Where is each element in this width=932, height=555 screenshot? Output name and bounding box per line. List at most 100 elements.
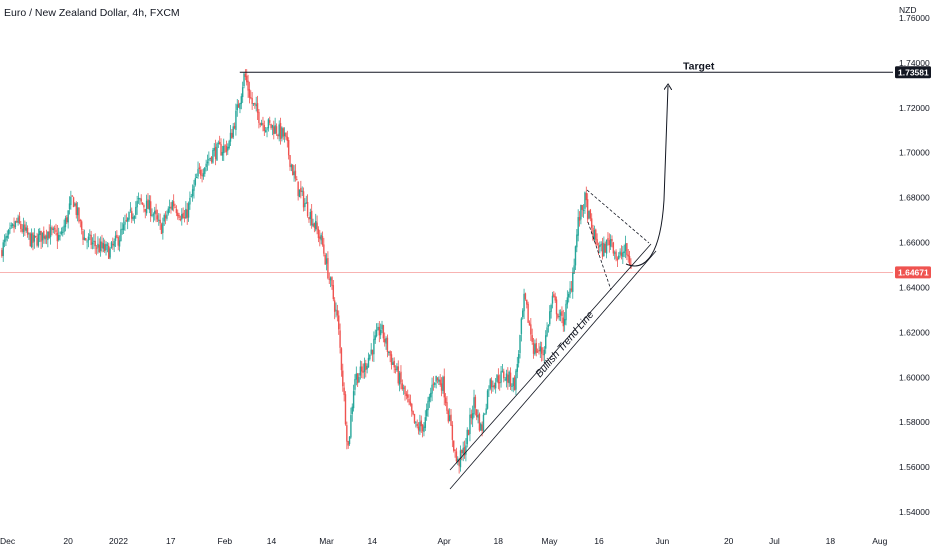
candle [582, 204, 585, 218]
candle [596, 233, 598, 246]
candle [44, 234, 46, 244]
candle [328, 272, 330, 285]
candle [212, 147, 214, 164]
candle [82, 228, 84, 245]
target-price-badge: 1.73581 [895, 66, 931, 79]
candle [21, 223, 23, 234]
candle [87, 233, 90, 248]
candle [29, 232, 31, 247]
candle [524, 292, 527, 301]
candle [181, 208, 183, 226]
candle [549, 305, 551, 327]
candle [59, 231, 61, 241]
candle [305, 195, 307, 204]
candle [52, 226, 54, 234]
candle [271, 124, 274, 136]
candle [47, 231, 49, 248]
candle [366, 363, 368, 374]
candle [201, 169, 203, 183]
candle [285, 132, 287, 140]
projection-arrow[interactable] [625, 86, 668, 267]
wedge-upper[interactable] [586, 189, 650, 244]
candle [392, 357, 394, 365]
candle [319, 230, 321, 247]
candle [351, 403, 353, 422]
candle [175, 205, 178, 217]
y-tick-label: 1.64000 [899, 282, 930, 292]
candle [482, 412, 485, 433]
candle [317, 226, 320, 243]
candle [28, 232, 30, 240]
candle [443, 368, 445, 406]
candle [129, 202, 132, 213]
candle [513, 375, 516, 391]
candle [227, 143, 229, 155]
candle [57, 227, 60, 242]
candle [574, 245, 577, 270]
candle [455, 447, 458, 464]
candle [182, 207, 184, 219]
candle [592, 224, 594, 242]
candle [86, 239, 88, 250]
candle [624, 235, 627, 259]
candle [95, 244, 98, 256]
x-tick-label: Feb [218, 536, 233, 546]
candle [570, 281, 573, 293]
candle [72, 196, 75, 208]
candle [325, 253, 328, 271]
candle [220, 138, 222, 156]
candle [144, 208, 146, 219]
x-tick-label: Mar [319, 536, 334, 546]
candle [553, 291, 555, 298]
candle [239, 102, 241, 114]
candle [393, 357, 395, 374]
candle [247, 74, 249, 98]
candle [145, 194, 148, 216]
candle [561, 306, 563, 324]
wedge-lower[interactable] [587, 221, 612, 291]
candle [105, 241, 107, 256]
candle [140, 194, 142, 205]
candle [143, 203, 145, 213]
candle [37, 228, 40, 248]
candle [557, 313, 559, 320]
candle [189, 191, 191, 210]
candle [400, 365, 402, 390]
candle [156, 209, 159, 223]
candle [302, 187, 305, 212]
candle [628, 250, 631, 266]
candle [162, 217, 164, 240]
candle [124, 214, 126, 231]
trendline-lower[interactable] [449, 250, 657, 490]
candle [543, 346, 546, 362]
x-tick-label: 2022 [109, 536, 128, 546]
candle [289, 155, 291, 171]
candle [500, 365, 502, 388]
candle [152, 212, 155, 223]
candle [428, 393, 431, 408]
candle [214, 139, 217, 166]
candle [565, 300, 567, 326]
candle [580, 204, 582, 225]
candle [225, 140, 228, 156]
candle [542, 346, 544, 361]
candle [290, 163, 293, 172]
candle [354, 374, 356, 396]
candle [63, 219, 65, 235]
candle [527, 301, 529, 324]
candle [359, 360, 362, 380]
candle [287, 137, 290, 160]
candle [7, 228, 10, 239]
candle [122, 217, 125, 234]
trendline-upper[interactable] [449, 243, 652, 471]
candle [187, 201, 190, 222]
x-tick-label: 14 [368, 536, 378, 546]
candle [581, 204, 583, 217]
candle [503, 368, 505, 383]
candle [439, 374, 441, 387]
candle [577, 209, 579, 242]
candle [616, 256, 619, 267]
candle [378, 321, 381, 343]
candle [398, 371, 401, 392]
